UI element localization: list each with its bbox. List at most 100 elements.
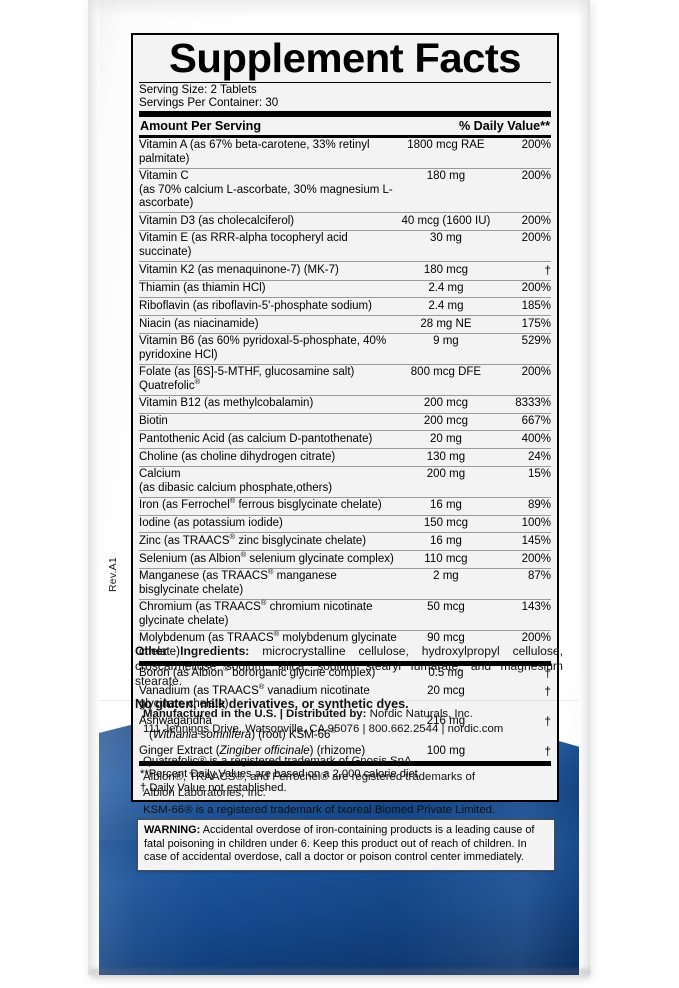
table-row: Ginger Extract (Zingiber officinale) (rh… — [139, 744, 551, 764]
nutrient-amount: 130 mg — [398, 448, 494, 467]
nutrient-name: Folate (as [6S]-5-MTHF, glucosamine salt… — [139, 363, 399, 396]
nutrient-name: Vitamin A (as 67% beta-carotene, 33% ret… — [139, 139, 370, 165]
table-row: Folate (as [6S]-5-MTHF, glucosamine salt… — [139, 363, 551, 396]
nutrient-daily-value: 200% — [493, 629, 551, 664]
nutrient-amount: 150 mcg — [398, 514, 494, 533]
nutrient-daily-value: 185% — [493, 297, 551, 316]
nutrient-name: Ginger Extract (Zingiber officinale) (rh… — [139, 745, 366, 758]
table-row: Niacin (as niacinamide) 28 mg NE 175% — [139, 315, 551, 334]
nutrient-amount: 16 mg — [398, 532, 494, 551]
table-row: Thiamin (as thiamin HCl) 2.4 mg 200% — [139, 279, 551, 298]
nutrient-daily-value: 200% — [493, 363, 551, 396]
nutrient-daily-value: 100% — [493, 514, 551, 533]
other-ingredients-text: Other Ingredients: microcrystalline cell… — [135, 644, 563, 689]
nutrient-name: Iron (as Ferrochel® ferrous bisglycinate… — [139, 496, 399, 516]
table-row: Chromium (as TRAACS® chromium nicotinate… — [139, 598, 551, 631]
nutrient-name: Manganese (as TRAACS® manganese bisglyci… — [139, 567, 399, 600]
nutrient-amount: 2.4 mg — [398, 297, 494, 316]
table-row: Biotin 200 mcg 667% — [139, 412, 551, 431]
table-header-row: Amount Per Serving % Daily Value** — [139, 117, 551, 135]
footnote-dv-basis: **Percent Daily Values are based on a 2,… — [140, 768, 421, 781]
nutrients-table: Vitamin A (as 67% beta-carotene, 33% ret… — [139, 138, 551, 769]
nutrient-amount: 28 mg NE — [398, 315, 494, 334]
nutrient-name: Vitamin B12 (as methylcobalamin) — [139, 394, 399, 414]
table-row: Iodine (as potassium iodide) 150 mcg 100% — [139, 514, 551, 533]
nutrient-amount: 1800 mcg RAE — [407, 139, 485, 152]
table-row: Pantothenic Acid (as calcium D-pantothen… — [139, 430, 551, 449]
nutrient-amount: 40 mcg (1600 IU) — [398, 212, 494, 231]
trademark-line-1: Quatrefolic® is a registered trademark o… — [143, 755, 415, 767]
serving-size: Serving Size: 2 Tablets — [139, 82, 257, 96]
nutrient-amount: 216 mg — [426, 715, 466, 728]
bottle-bottom-shadow — [90, 969, 590, 981]
nutrient-daily-value: 200% — [493, 212, 551, 231]
trademark-line-3: Albion Laboratories, Inc. — [143, 787, 266, 800]
supplement-facts-panel: Supplement Facts Serving Size: 2 Tablets… — [131, 33, 559, 803]
nutrient-daily-value: † — [544, 714, 551, 729]
header-rule-med — [139, 134, 551, 138]
nutrient-daily-value: 24% — [493, 448, 551, 467]
nutrient-name: Chromium (as TRAACS® chromium nicotinate… — [139, 598, 399, 631]
nutrient-name: Vitamin E (as RRR-alpha tocopheryl acid … — [139, 229, 399, 262]
supplement-facts-title: Supplement Facts — [168, 35, 522, 81]
table-row: Selenium (as Albion® selenium glycinate … — [139, 549, 551, 569]
nutrient-name: Vitamin D3 (as cholecalciferol) — [139, 212, 399, 231]
nutrient-daily-value: 145% — [493, 532, 551, 551]
nutrient-amount: 50 mcg — [398, 598, 494, 631]
table-row: Vitamin K2 (as menaquinone-7) (MK-7) 180 … — [139, 260, 551, 281]
nutrient-name: Zinc (as TRAACS® zinc bisglycinate chela… — [139, 532, 399, 551]
nutrient-name: Thiamin (as thiamin HCl) — [139, 279, 399, 298]
table-row: Vitamin B12 (as methylcobalamin) 200 mcg 8… — [139, 394, 551, 414]
nutrient-name: Calcium (as dibasic calcium phosphate,oth… — [139, 465, 399, 498]
nutrient-daily-value: † — [544, 666, 551, 681]
nutrient-daily-value: † — [544, 744, 551, 759]
table-row: Zinc (as TRAACS® zinc bisglycinate chela… — [139, 532, 551, 551]
manufacturer-divider — [99, 700, 579, 701]
nutrient-amount: 200 mcg — [398, 412, 494, 431]
manufacturer-block: Manufactured in the U.S. | Distributed b… — [143, 707, 563, 737]
manufacturer-label: Manufactured in the U.S. | Distributed b… — [143, 708, 367, 720]
nutrient-amount: 200 mcg — [398, 394, 494, 414]
trademark-line-4: KSM-66® is a registered trademark of Ixo… — [143, 803, 496, 816]
table-row: Manganese (as TRAACS® manganese bisglyci… — [139, 567, 551, 600]
trademark-line-2: Albion®, TRAACS®, and Ferrochel® are reg… — [143, 771, 476, 784]
nutrient-daily-value: 8333% — [493, 394, 551, 414]
nutrient-amount: 90 mcg — [398, 629, 494, 664]
nutrient-daily-value: 529% — [493, 332, 551, 365]
nutrient-amount: 20 mcg — [427, 685, 465, 698]
daily-value-header: % Daily Value** — [458, 118, 550, 133]
nutrient-name: Riboflavin (as riboflavin-5'-phosphate s… — [139, 297, 399, 316]
nutrient-name: Choline (as choline dihydrogen citrate) — [139, 448, 399, 467]
nutrient-daily-value: 175% — [493, 315, 551, 334]
bottle-right-edge — [578, 0, 590, 975]
other-ingredients-list: microcrystalline cellulose, hydroxylprop… — [135, 644, 563, 688]
nutrient-name: Vitamin C (as 70% calcium L-ascorbate, 30… — [139, 167, 399, 213]
nutrient-amount: 100 mg — [426, 745, 466, 758]
header-rule-thick — [139, 110, 551, 117]
serving-info: Serving Size: 2 Tablets Servings Per Con… — [139, 83, 551, 109]
nutrient-name: Vitamin K2 (as menaquinone-7) (MK-7) — [139, 260, 399, 281]
nutrient-name: Pantothenic Acid (as calcium D-pantothen… — [139, 430, 399, 449]
table-row: Molybdenum (as TRAACS® molybdenum glycin… — [139, 629, 551, 664]
section-separator-bar — [139, 661, 551, 668]
nutrient-name: Ashwagandha (Withania somnifera) (root) K… — [139, 715, 336, 741]
nutrient-name: Vanadium (as TRAACS® vanadium nicotinate… — [139, 682, 370, 711]
nutrient-daily-value: 200% — [493, 167, 551, 213]
nutrient-amount: 16 mg — [398, 496, 494, 516]
table-row: Vanadium (as TRAACS® vanadium nicotinate… — [139, 682, 551, 714]
nutrient-amount: 110 mcg — [398, 549, 494, 569]
footnote-dagger: † Daily Value not established. — [140, 781, 287, 794]
table-row: Choline (as choline dihydrogen citrate) 1… — [139, 448, 551, 467]
nutrient-daily-value: 667% — [493, 412, 551, 431]
nutrient-amount: 0.5 mg — [428, 667, 464, 680]
warning-box: WARNING: Accidental overdose of iron-con… — [137, 819, 555, 872]
nutrient-daily-value: 89% — [493, 496, 551, 516]
nutrient-daily-value: 400% — [493, 430, 551, 449]
other-ingredients-label: Other Ingredients: — [135, 644, 250, 658]
bottle-left-edge — [88, 0, 99, 975]
table-row: Ashwagandha (Withania somnifera) (root) K… — [139, 714, 551, 744]
nutrient-amount: 30 mg — [398, 229, 494, 262]
nutrient-amount: 2.4 mg — [398, 279, 494, 298]
nutrient-daily-value: 200% — [493, 279, 551, 298]
